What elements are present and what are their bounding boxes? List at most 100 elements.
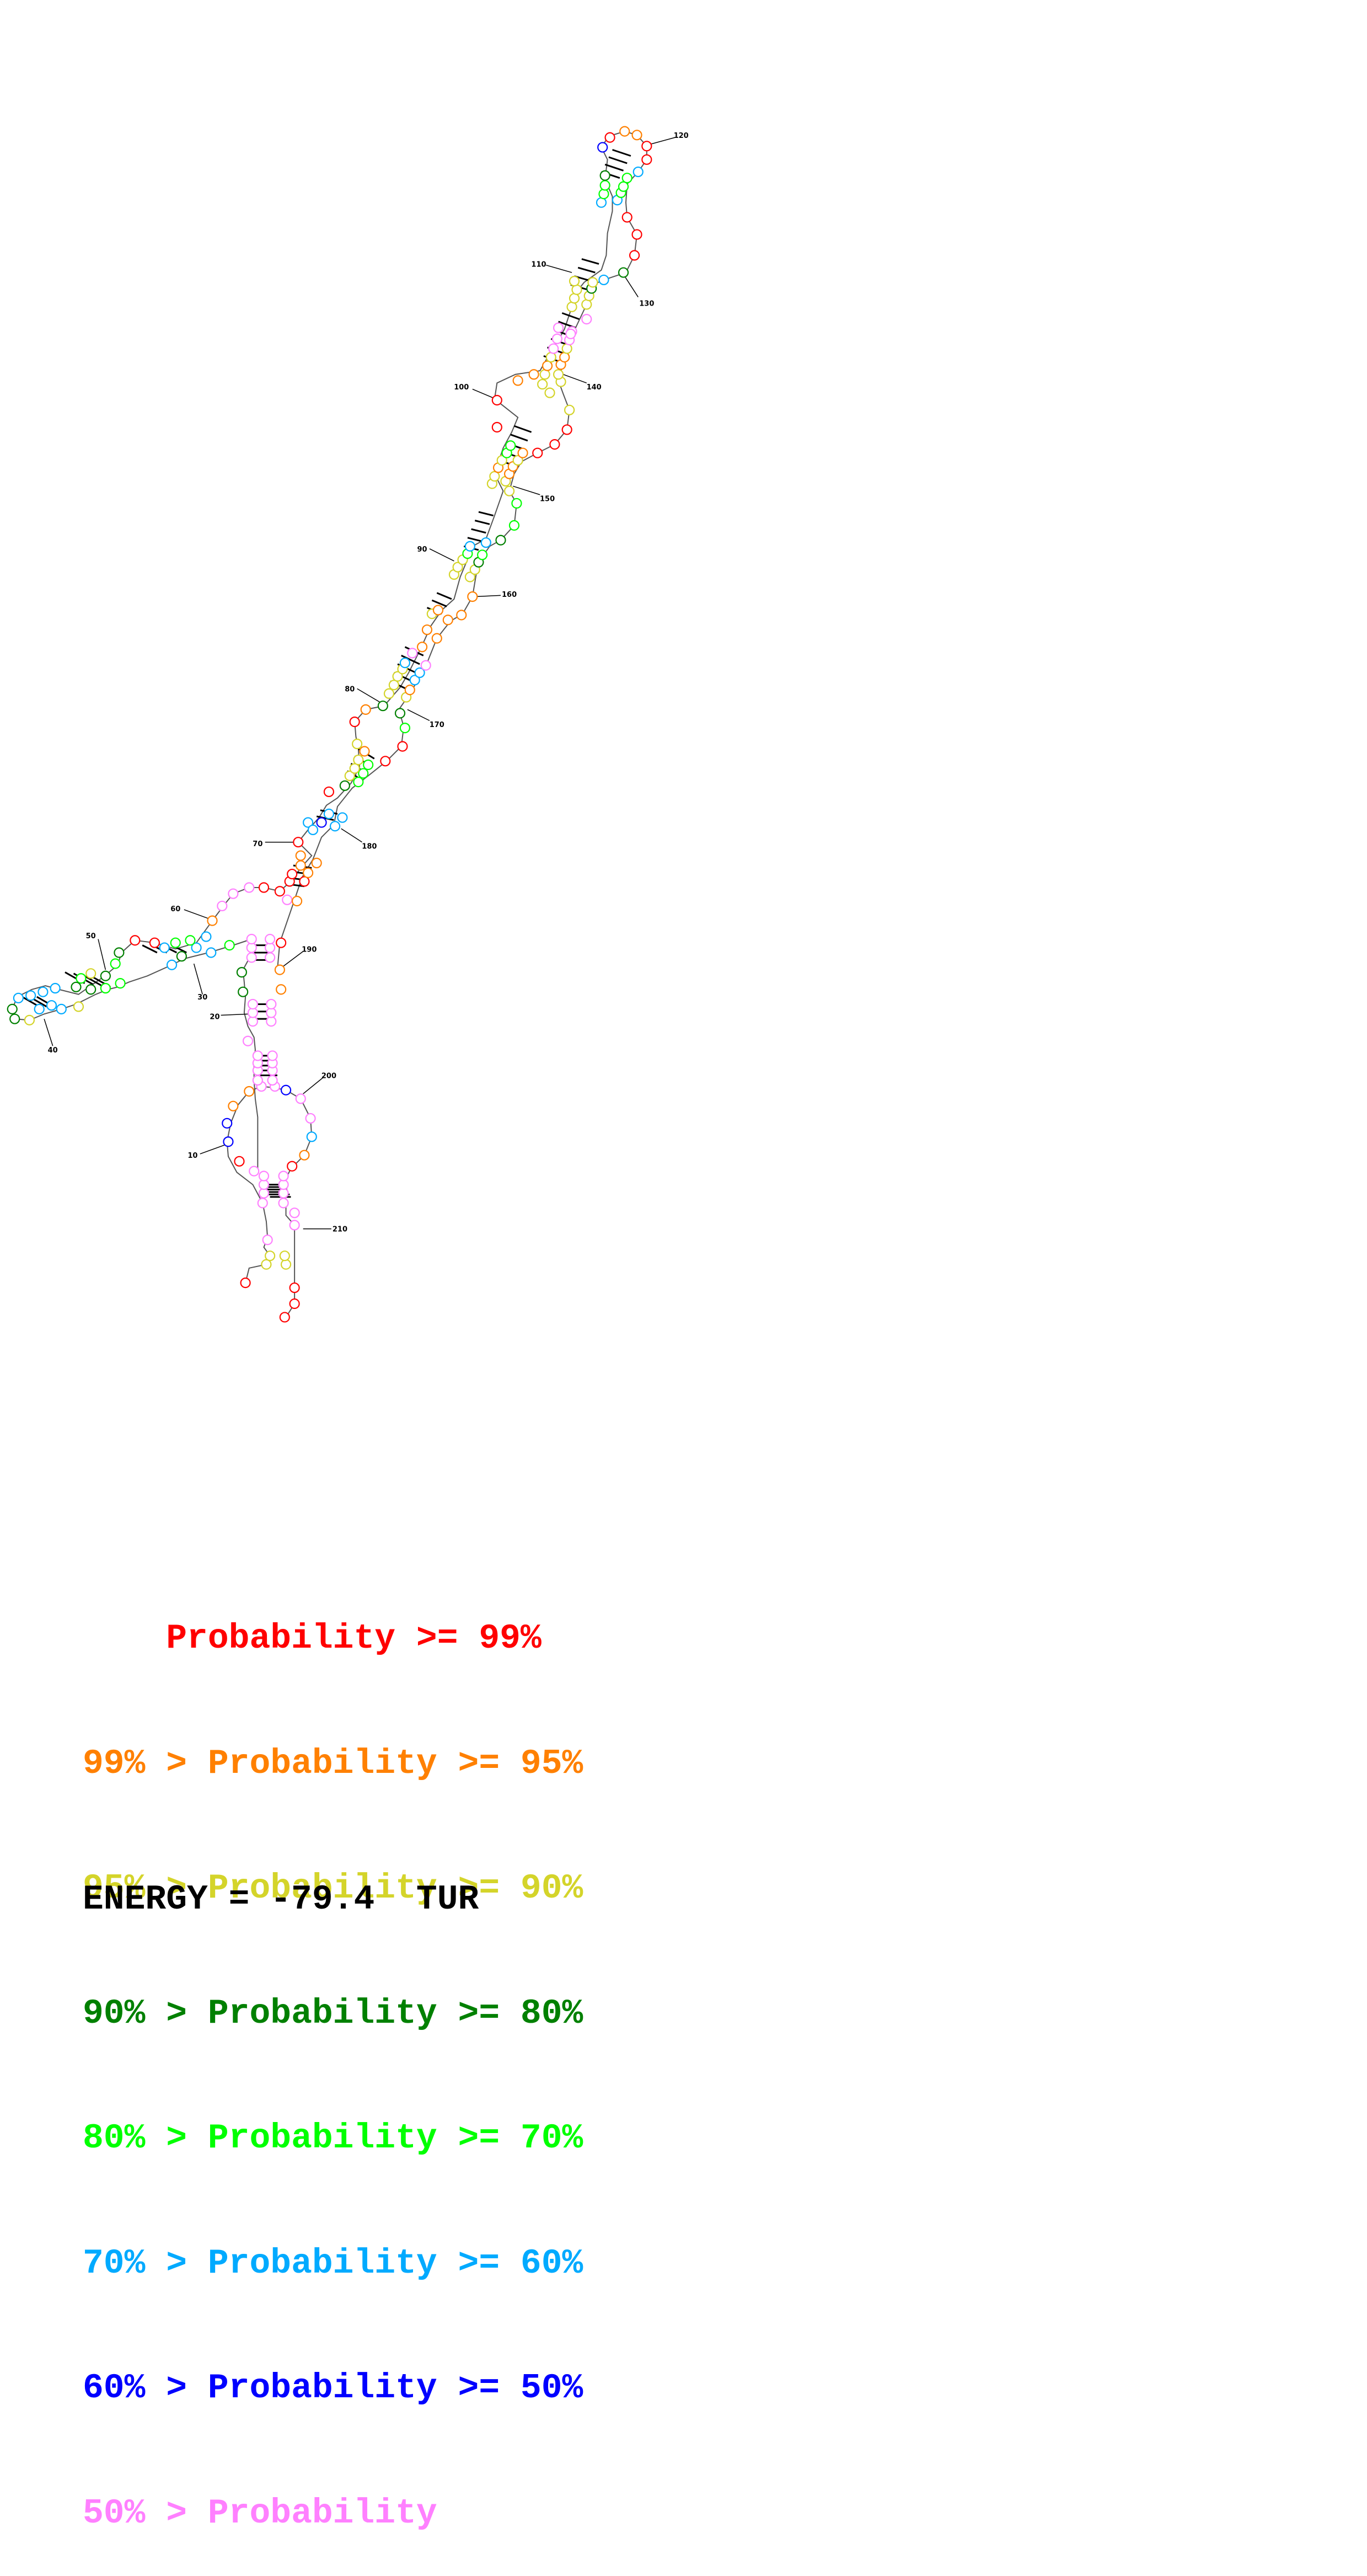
nucleotide bbox=[34, 1003, 45, 1014]
nucleotide bbox=[618, 267, 629, 278]
nucleotide bbox=[206, 947, 217, 958]
nucleotide bbox=[234, 1156, 245, 1167]
nucleotide bbox=[191, 942, 202, 953]
nucleotide bbox=[280, 1084, 292, 1095]
nucleotide bbox=[100, 982, 111, 994]
nucleotide bbox=[394, 708, 406, 719]
position-ticks: 10 20 30 40 50 60 70 80 90 100 110 120 130 140 150 160 1… bbox=[44, 132, 689, 1234]
base-pair-line bbox=[316, 815, 334, 821]
nucleotide bbox=[431, 633, 442, 644]
base-pair-line bbox=[608, 156, 628, 164]
nucleotide bbox=[495, 535, 506, 546]
base-pair-line bbox=[513, 425, 532, 433]
nucleotide bbox=[503, 485, 515, 496]
position-label: 80 bbox=[345, 686, 355, 694]
nucleotide bbox=[274, 964, 286, 975]
nucleotide bbox=[344, 770, 355, 782]
base-pair-line bbox=[431, 599, 447, 607]
nucleotide bbox=[553, 369, 564, 380]
legend-row-95: 99% > Probability >= 95% bbox=[83, 1743, 583, 1785]
nucleotide bbox=[289, 1282, 300, 1294]
nucleotide bbox=[442, 614, 453, 626]
nucleotide bbox=[587, 277, 598, 288]
tick-line bbox=[221, 1013, 249, 1016]
legend-prefix: 70% > bbox=[83, 2243, 208, 2283]
nucleotide bbox=[339, 780, 350, 791]
nucleotide bbox=[303, 817, 314, 828]
nucleotide bbox=[549, 439, 560, 450]
nucleotide bbox=[641, 154, 652, 165]
nucleotide bbox=[240, 1278, 251, 1289]
nucleotide bbox=[278, 1198, 289, 1209]
tick-line bbox=[563, 374, 587, 384]
nucleotide bbox=[631, 130, 642, 141]
nucleotide bbox=[85, 968, 97, 979]
base-pair-line bbox=[510, 434, 528, 442]
nucleotide bbox=[262, 1234, 273, 1246]
nucleotide bbox=[512, 455, 523, 466]
nucleotide bbox=[566, 301, 577, 312]
base-pair-lines bbox=[22, 149, 631, 1198]
nucleotide bbox=[329, 821, 341, 832]
nucleotide bbox=[46, 1000, 57, 1011]
nucleotide bbox=[247, 1016, 259, 1027]
base-pair-line bbox=[612, 149, 631, 157]
nucleotide bbox=[505, 440, 516, 451]
nucleotide bbox=[307, 824, 319, 836]
nucleotide bbox=[85, 984, 97, 995]
tick-line bbox=[44, 1018, 53, 1046]
legend-label: Probability >= 80% bbox=[207, 1994, 583, 2033]
nucleotide bbox=[279, 1312, 290, 1323]
position-label: 10 bbox=[187, 1152, 197, 1160]
nucleotide bbox=[548, 343, 559, 354]
tick-line bbox=[472, 388, 496, 399]
nucleotide bbox=[420, 660, 431, 671]
legend-row-50: 60% > Probability >= 50% bbox=[83, 2367, 583, 2409]
nucleotide bbox=[282, 894, 293, 905]
nucleotide bbox=[266, 998, 277, 1010]
nucleotide bbox=[596, 197, 607, 208]
nucleotide bbox=[201, 931, 212, 942]
legend-prefix: 95% > bbox=[83, 1869, 208, 1908]
nucleotide bbox=[258, 882, 270, 893]
nucleotide bbox=[7, 1003, 18, 1014]
backbone-lines bbox=[12, 131, 647, 1318]
nucleotide bbox=[421, 624, 433, 635]
nucleotide bbox=[295, 860, 306, 871]
nucleotide bbox=[352, 739, 363, 750]
nucleotide bbox=[37, 986, 49, 997]
nucleotide bbox=[257, 1198, 268, 1209]
nucleotide bbox=[276, 937, 287, 948]
nucleotide bbox=[571, 284, 582, 295]
nucleotide bbox=[276, 984, 287, 995]
nucleotide bbox=[569, 293, 580, 304]
nucleotide bbox=[278, 1188, 289, 1199]
position-label: 110 bbox=[531, 260, 546, 269]
nucleotide bbox=[100, 970, 111, 981]
nucleotide bbox=[542, 360, 553, 371]
tick-line bbox=[429, 548, 454, 562]
nucleotide bbox=[489, 471, 500, 482]
nucleotide bbox=[598, 189, 609, 200]
legend-prefix: 99% > bbox=[83, 1744, 208, 1783]
legend-row-90: 95% > Probability >= 90% bbox=[83, 1868, 583, 1910]
nucleotide bbox=[581, 314, 592, 325]
nucleotide bbox=[464, 571, 475, 582]
nucleotide bbox=[316, 817, 327, 828]
position-label: 200 bbox=[321, 1072, 336, 1081]
nucleotide bbox=[619, 126, 630, 137]
tick-line bbox=[475, 595, 501, 597]
nucleotide bbox=[456, 610, 467, 621]
nucleotide bbox=[247, 998, 259, 1010]
nucleotide bbox=[246, 952, 257, 963]
nucleotide bbox=[299, 876, 310, 887]
position-label: 150 bbox=[540, 495, 555, 504]
base-pair-line bbox=[478, 511, 494, 517]
position-label: 210 bbox=[333, 1226, 347, 1234]
nucleotide bbox=[512, 375, 523, 386]
position-label: 40 bbox=[48, 1046, 58, 1055]
nucleotide bbox=[266, 1007, 277, 1018]
nucleotide bbox=[496, 455, 507, 466]
nucleotide bbox=[265, 1250, 276, 1262]
base-pair-line bbox=[474, 520, 490, 525]
